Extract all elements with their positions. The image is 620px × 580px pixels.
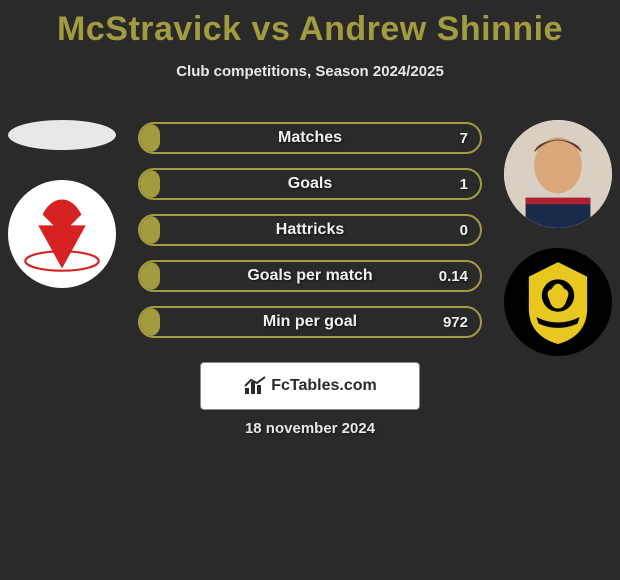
stat-right-value: 972 (443, 314, 468, 331)
stat-fill (140, 308, 160, 336)
stat-label: Min per goal (263, 313, 357, 331)
left-player-column: AFC (8, 120, 116, 308)
stat-fill (140, 216, 160, 244)
stat-label: Goals per match (247, 267, 372, 285)
stat-fill (140, 262, 160, 290)
page-subtitle: Club competitions, Season 2024/2025 (0, 63, 620, 80)
stat-fill (140, 124, 160, 152)
stat-label: Goals (288, 175, 332, 193)
stat-fill (140, 170, 160, 198)
stats-panel: Matches 7 Goals 1 Hattricks 0 Goals per match 0… (138, 122, 482, 352)
page-title: McStravick vs Andrew Shinnie (0, 0, 620, 49)
left-player-avatar (8, 120, 116, 150)
right-player-column (504, 120, 612, 376)
branding-label: FcTables.com (271, 377, 377, 395)
stat-row: Hattricks 0 (138, 214, 482, 246)
stat-row: Goals 1 (138, 168, 482, 200)
stat-right-value: 7 (460, 130, 468, 147)
stat-label: Matches (278, 129, 342, 147)
left-club-logo: AFC (8, 180, 116, 288)
stat-right-value: 0.14 (439, 268, 468, 285)
stat-right-value: 0 (460, 222, 468, 239)
right-player-avatar (504, 120, 612, 228)
chart-icon (243, 376, 267, 396)
stat-row: Min per goal 972 (138, 306, 482, 338)
svg-text:AFC: AFC (50, 229, 75, 243)
stat-row: Goals per match 0.14 (138, 260, 482, 292)
right-club-logo (504, 248, 612, 356)
stat-label: Hattricks (276, 221, 344, 239)
stat-row: Matches 7 (138, 122, 482, 154)
branding-box[interactable]: FcTables.com (200, 362, 420, 410)
stat-right-value: 1 (460, 176, 468, 193)
generated-date: 18 november 2024 (0, 420, 620, 437)
